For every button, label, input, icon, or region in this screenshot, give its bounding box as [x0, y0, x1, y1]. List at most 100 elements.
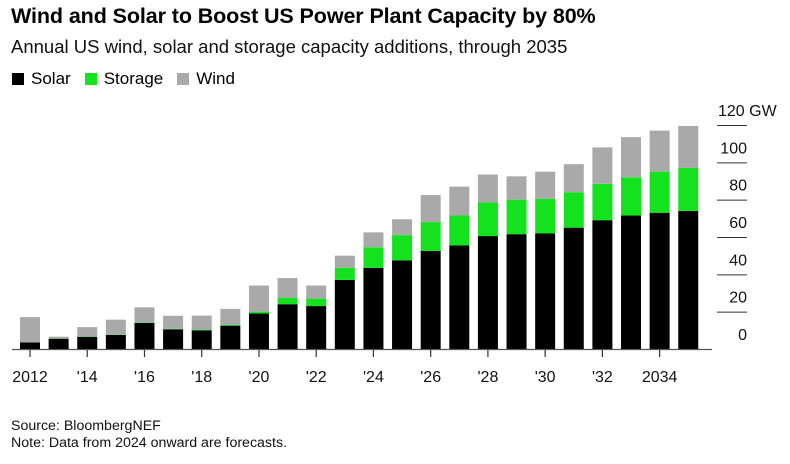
y-tick-label-100: 100 [720, 140, 747, 157]
bar-stack-2022 [306, 285, 327, 349]
chart-footer: Source: BloombergNEF Note: Data from 202… [11, 418, 287, 452]
bar-stack-2024 [363, 232, 384, 349]
bar-stack-2013 [48, 336, 69, 349]
bar-wind-2028 [477, 174, 498, 203]
bar-wind-2015 [105, 319, 126, 335]
bar-stack-2025 [392, 219, 413, 349]
bar-wind-2023 [334, 255, 355, 268]
bar-solar-2017 [163, 329, 184, 349]
bar-stack-2034 [649, 130, 670, 349]
bar-wind-2016 [134, 307, 155, 323]
bar-storage-2027 [449, 215, 470, 246]
bar-wind-2033 [621, 137, 642, 178]
bar-solar-2024 [363, 267, 384, 349]
chart-legend: Solar Storage Wind [12, 69, 249, 89]
forecast-note: Note: Data from 2024 onward are forecast… [11, 435, 288, 451]
bar-storage-2035 [678, 167, 699, 211]
x-tick-label-2020: '20 [249, 369, 270, 386]
bar-storage-2017 [163, 328, 184, 330]
bar-solar-2025 [392, 260, 413, 349]
bar-storage-2034 [649, 171, 670, 213]
legend-swatch-solar [12, 73, 24, 85]
x-tick-label-2022: '22 [306, 369, 327, 386]
bar-wind-2029 [506, 176, 527, 200]
bar-wind-2035 [678, 125, 699, 168]
bar-storage-2020 [248, 311, 269, 314]
y-axis: 0 20 40 60 80 100 120 GW [717, 103, 778, 344]
bar-stack-2020 [248, 285, 269, 349]
bar-stack-2018 [191, 315, 212, 349]
bars-group [20, 125, 699, 349]
bar-wind-2019 [220, 308, 241, 325]
bar-storage-2029 [506, 199, 527, 235]
bar-solar-2032 [592, 220, 613, 349]
legend-item-wind: Wind [177, 69, 235, 89]
bar-stack-2026 [420, 195, 441, 349]
bar-solar-2021 [277, 304, 298, 349]
bar-storage-2024 [363, 247, 384, 268]
bar-storage-2025 [392, 235, 413, 261]
bar-solar-2016 [134, 322, 155, 349]
bar-storage-2019 [220, 324, 241, 326]
legend-item-solar: Solar [12, 69, 71, 89]
bar-wind-2013 [48, 336, 69, 339]
x-tick-label-2034: 2034 [642, 369, 678, 386]
chart-title: Wind and Solar to Boost US Power Plant C… [11, 4, 596, 28]
bar-stack-2015 [105, 319, 126, 349]
bar-solar-2014 [77, 336, 98, 349]
bar-wind-2022 [306, 285, 327, 299]
x-tick-label-2012: 2012 [12, 369, 48, 386]
bar-stack-2014 [77, 327, 98, 349]
bar-solar-2018 [191, 330, 212, 349]
x-tick-label-2024: '24 [363, 369, 384, 386]
bar-stack-2027 [449, 186, 470, 349]
bar-storage-2016 [134, 322, 155, 323]
x-tick-label-2016: '16 [134, 369, 155, 386]
bar-wind-2026 [420, 195, 441, 223]
bar-solar-2033 [621, 215, 642, 349]
x-tick-label-2018: '18 [191, 369, 212, 386]
bar-solar-2022 [306, 306, 327, 349]
bar-storage-2028 [477, 202, 498, 237]
bar-solar-2015 [105, 335, 126, 349]
bar-storage-2018 [191, 329, 212, 331]
legend-label-wind: Wind [196, 69, 235, 88]
bar-stack-2031 [563, 164, 584, 349]
source-note: Source: BloombergNEF [11, 418, 161, 434]
bar-wind-2027 [449, 186, 470, 216]
bar-wind-2017 [163, 315, 184, 329]
bar-wind-2012 [20, 317, 40, 343]
bar-solar-2035 [678, 210, 699, 349]
y-tick-label-0: 0 [738, 327, 747, 344]
bar-stack-2016 [134, 307, 155, 349]
bar-wind-2018 [191, 315, 212, 330]
bar-storage-2022 [306, 298, 327, 307]
bar-solar-2012 [20, 342, 40, 349]
chart-subtitle: Annual US wind, solar and storage capaci… [11, 36, 568, 57]
bar-wind-2034 [649, 130, 670, 172]
x-tick-label-2032: '32 [592, 369, 613, 386]
bar-storage-2021 [277, 297, 298, 305]
bar-stack-2030 [535, 171, 556, 349]
bar-solar-2029 [506, 234, 527, 349]
bar-stack-2032 [592, 147, 613, 349]
bar-wind-2032 [592, 147, 613, 184]
y-tick-label-80: 80 [729, 178, 747, 195]
bar-stack-2017 [163, 315, 184, 349]
legend-swatch-wind [177, 73, 190, 85]
bar-solar-2023 [334, 279, 355, 349]
bar-storage-2032 [592, 183, 613, 221]
bar-wind-2030 [535, 171, 556, 199]
bar-wind-2020 [248, 285, 269, 312]
bar-storage-2030 [535, 198, 556, 234]
bar-storage-2033 [621, 177, 642, 216]
legend-swatch-storage [84, 73, 97, 85]
legend-label-solar: Solar [31, 69, 71, 88]
bar-solar-2027 [449, 245, 470, 349]
y-tick-label-120: 120 GW [718, 103, 778, 120]
bar-stack-2028 [477, 174, 498, 349]
bar-solar-2019 [220, 325, 241, 349]
y-tick-label-20: 20 [729, 290, 747, 307]
y-tick-label-40: 40 [729, 252, 747, 269]
bar-solar-2028 [477, 236, 498, 349]
